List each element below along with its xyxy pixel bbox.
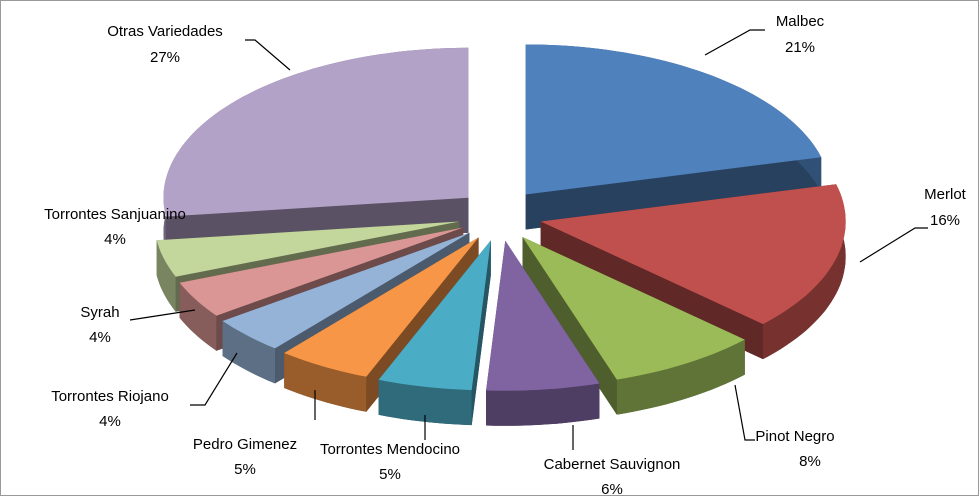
slice-label: Cabernet Sauvignon [544,456,681,473]
slice-value-label: 8% [799,453,821,470]
slice-label: Merlot [924,186,967,203]
slice-outer-wall [179,282,217,351]
slice-radial-wall [525,157,822,230]
slice-label: Torrontes Riojano [51,388,169,405]
leader-line [245,39,291,71]
slice-value-label: 4% [99,413,121,430]
leader-line [734,384,755,441]
slice-outer-wall [284,353,367,412]
slice-label: Malbec [776,13,825,30]
leader-line [859,227,928,263]
pie-slice [284,237,479,377]
slice-outer-wall [763,184,846,360]
pie-slice [486,240,600,391]
pie-slice [156,221,460,277]
slice-label: Pinot Negro [755,428,834,445]
pie-slice [522,237,745,380]
slice-value-label: 21% [785,39,815,56]
pie-slice [378,240,491,391]
slice-value-label: 5% [234,461,256,478]
slice-label: Torrontes Sanjuanino [44,206,186,223]
slice-label: Pedro Gimenez [193,436,297,453]
slice-outer-wall [616,339,745,415]
slice-value-label: 16% [930,212,960,229]
pie-slice [222,232,470,349]
leader-line [704,29,765,56]
slice-outer-wall [486,383,600,426]
slice-label: Otras Variedades [107,23,223,40]
slice-radial-wall [471,240,491,426]
slice-outer-wall [156,240,176,312]
slice-label: Torrontes Mendocino [320,441,460,458]
slice-value-label: 4% [89,329,111,346]
slice-outer-wall [378,379,472,426]
slice-label: Syrah [80,304,119,321]
pie-slice [540,184,846,325]
leader-line [129,309,196,321]
slice-value-label: 6% [601,481,623,496]
leader-line [190,352,238,406]
pie-slice [163,47,469,217]
pie-slice [525,44,822,195]
slice-value-label: 5% [379,466,401,483]
slice-value-label: 4% [104,231,126,248]
slice-value-label: 27% [150,49,180,66]
slice-radial-wall [522,237,617,415]
pie-slice [179,227,464,316]
slice-outer-wall [222,321,275,384]
